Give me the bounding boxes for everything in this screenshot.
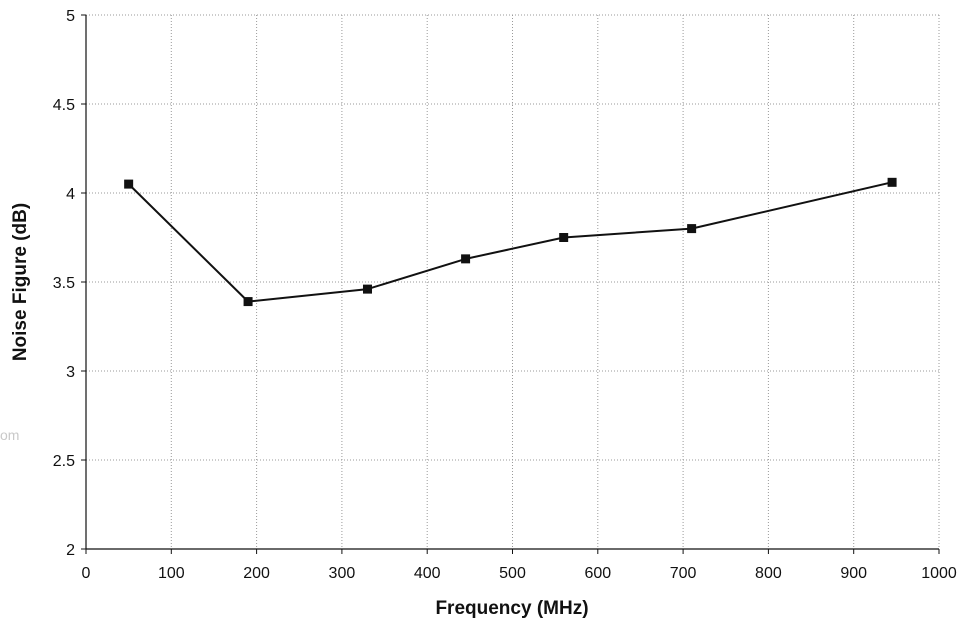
series-layer [124,177,897,307]
y-axis-ticks: 2 2.5 3 3.5 4 4.5 5 [53,8,86,559]
x-tick-label: 1000 [921,565,957,582]
data-point-marker [887,177,897,187]
x-tick-label: 700 [670,565,697,582]
x-tick-label: 800 [755,565,782,582]
x-tick-label: 300 [329,565,356,582]
x-tick-label: 100 [158,565,185,582]
x-tick-label: 900 [840,565,867,582]
data-point-marker [687,224,697,234]
data-point-marker [124,179,134,189]
y-tick-label: 5 [66,8,75,25]
x-axis-title: Frequency (MHz) [435,598,588,619]
x-axis-ticks: 0 100 200 300 400 500 600 700 800 900 1000 [82,549,957,582]
y-tick-label: 3.5 [53,275,75,292]
x-tick-label: 0 [82,565,91,582]
x-tick-label: 500 [499,565,526,582]
data-point-marker [243,297,253,307]
y-axis-title: Noise Figure (dB) [10,203,31,361]
y-tick-label: 4 [66,186,75,203]
x-tick-label: 600 [584,565,611,582]
y-tick-label: 2.5 [53,453,75,470]
data-point-marker [362,284,372,294]
y-tick-label: 4.5 [53,97,75,114]
watermark-text: om [0,427,19,443]
x-tick-label: 400 [414,565,441,582]
data-point-marker [461,254,471,264]
grid-lines [86,15,939,549]
x-tick-label: 200 [243,565,270,582]
y-tick-label: 3 [66,364,75,381]
data-point-marker [559,233,569,242]
y-tick-label: 2 [66,542,75,559]
